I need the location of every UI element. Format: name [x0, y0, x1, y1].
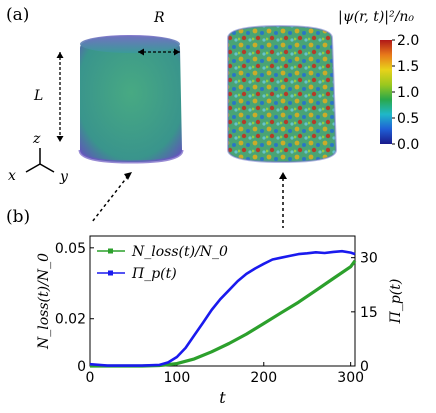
- x-tick-label: 0: [86, 370, 95, 386]
- length-dimension: L: [33, 52, 64, 142]
- x-tick-label: 100: [164, 370, 191, 386]
- x-tick-label: 300: [337, 370, 364, 386]
- axis-triad: z x y: [8, 131, 69, 185]
- axis-z-label: z: [32, 131, 41, 147]
- colorbar-tick-label: 0.5: [397, 111, 419, 127]
- colorbar-tick-label: 1.0: [397, 85, 419, 101]
- x-tick-label: 200: [250, 370, 277, 386]
- initial-condensate-render: [78, 35, 184, 164]
- colorbar-scale: [380, 40, 392, 144]
- pointer-to-start: [91, 175, 129, 223]
- legend-entry: Π_p(t): [131, 266, 177, 282]
- colorbar-tick-label: 2.0: [397, 33, 419, 49]
- y-right-tick-label: 15: [360, 305, 378, 321]
- y-right-tick-label: 0: [360, 359, 369, 375]
- axis-x-label: x: [8, 168, 16, 184]
- panel-a-label: (a): [6, 5, 29, 25]
- turbulent-condensate-render: [227, 24, 338, 164]
- y-left-tick-label: 0: [77, 359, 86, 375]
- y-left-axis-label: N_loss(t)/N_0: [36, 253, 52, 350]
- series-line-flux: [89, 249, 356, 367]
- colorbar-title: |ψ(r, t)|²/n₀: [338, 9, 414, 25]
- loss-and-flux-chart: 0 100 200 300 0 0.02 0.05 0 15 30 N_loss(t)/N_0…: [36, 235, 404, 407]
- y-right-axis-label: Π_p(t): [388, 279, 404, 325]
- x-axis-label: t: [219, 388, 226, 407]
- legend-entry: N_loss(t)/N_0: [131, 244, 228, 260]
- radius-label: R: [153, 10, 165, 26]
- series-line-loss: [90, 259, 357, 368]
- radius-dimension: R: [138, 10, 180, 56]
- colorbar: |ψ(r, t)|²/n₀ 2.0 1.5 1.0 0.5 0.0: [338, 9, 419, 153]
- legend-marker: [108, 270, 113, 276]
- plot-frame: [89, 235, 356, 367]
- legend-marker: [108, 248, 113, 254]
- axis-y-label: y: [59, 169, 69, 185]
- y-left-tick-label: 0.02: [55, 312, 86, 328]
- y-right-tick-label: 30: [360, 251, 378, 267]
- y-left-tick-label: 0.05: [55, 241, 86, 257]
- colorbar-tick-label: 1.5: [397, 59, 419, 75]
- length-label: L: [33, 88, 43, 104]
- colorbar-tick-label: 0.0: [397, 137, 419, 153]
- panel-b-label: (b): [6, 207, 30, 227]
